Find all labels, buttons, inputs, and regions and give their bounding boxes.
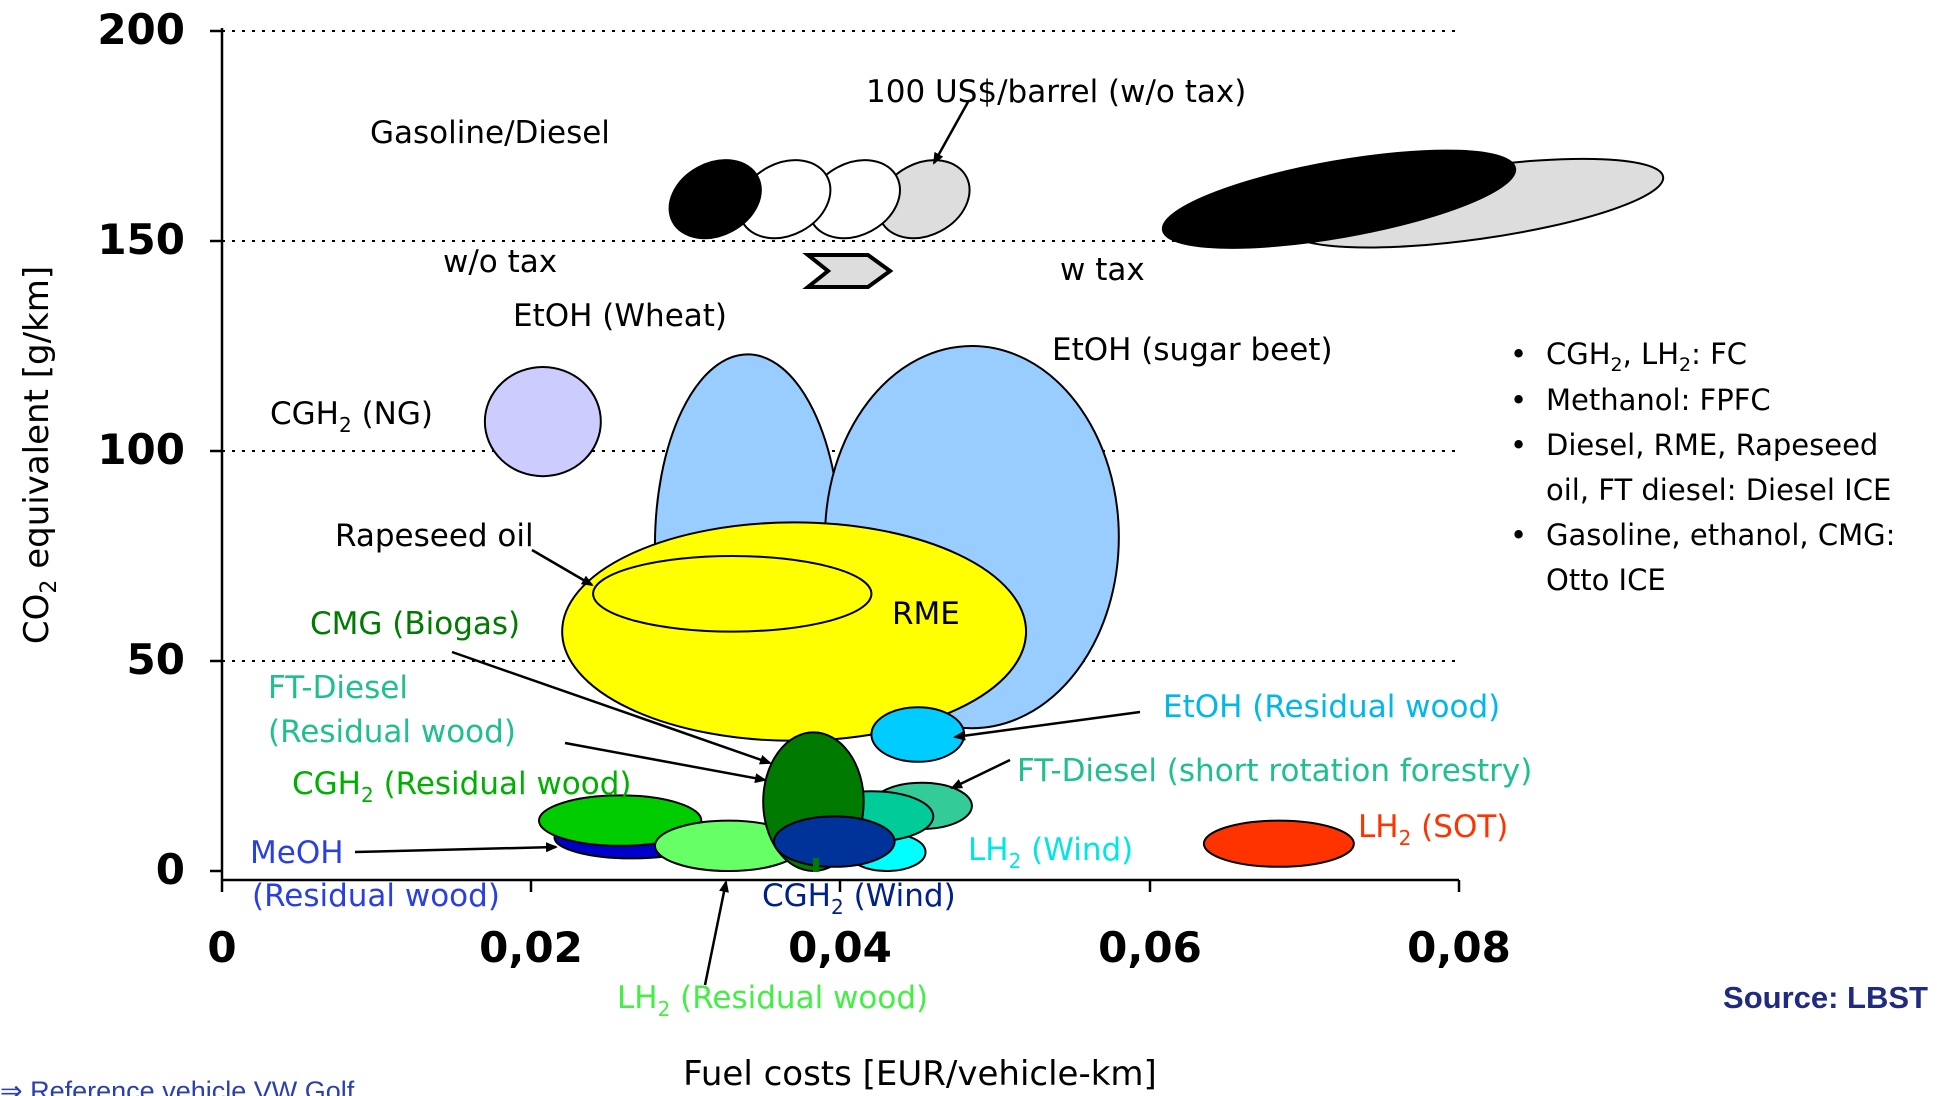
arrow-ft-diesel-rw: [564, 741, 767, 784]
y-tick-label-100: 100: [97, 425, 185, 474]
label-lh2-rw: LH2 (Residual wood): [617, 980, 928, 1021]
y-tick-label-0: 0: [156, 845, 185, 894]
label-barrel: 100 US$/barrel (w/o tax): [866, 74, 1246, 110]
notes-panel: • CGH2, LH2: FC • Methanol: FPFC • Diese…: [1510, 337, 1895, 597]
x-tick-label-002: 0,02: [479, 923, 583, 972]
x-axis-title: Fuel costs [EUR/vehicle-km]: [683, 1054, 1157, 1094]
label-lh2-wind: LH2 (Wind): [968, 832, 1133, 873]
note-bullet-2: •: [1510, 383, 1527, 417]
source-credit: Source: LBST: [1723, 980, 1928, 1015]
label-lh2-sot: LH2 (SOT): [1358, 809, 1508, 850]
label-cmg-biogas: CMG (Biogas): [310, 606, 520, 642]
label-lh2-rw-b: (Residual wood): [670, 980, 928, 1016]
label-ft-diesel-rw-1: FT-Diesel: [268, 670, 408, 706]
label-lh2-sot-a: LH: [1358, 809, 1399, 845]
label-lh2-sot-b: (SOT): [1411, 809, 1508, 845]
note-4-line2: Otto ICE: [1546, 563, 1666, 597]
ellipse-cgh2-residual-wood: [537, 794, 703, 847]
reference-vehicle-note: ⇒ Reference vehicle VW Golf: [0, 1076, 355, 1096]
label-cgh2-ng: CGH2 (NG): [270, 396, 433, 437]
ellipse-cgh2-wind: [773, 815, 896, 868]
ellipse-gasoline-diesel-w-tax-black: [1161, 149, 1517, 249]
x-tick-label-0: 0: [207, 923, 236, 972]
arrow-meoh: [354, 842, 558, 854]
label-cgh2-wind-b: (Wind): [844, 878, 956, 914]
note-2: Methanol: FPFC: [1546, 383, 1771, 417]
ellipse-gasoline-diesel-wo-tax-1: [668, 159, 762, 240]
note-bullet-1: •: [1510, 337, 1527, 371]
label-lh2-wind-b: (Wind): [1021, 832, 1133, 868]
label-cgh2-rw-a: CGH: [292, 766, 361, 802]
data-ellipses: [483, 149, 1665, 873]
label-rapeseed-oil: Rapeseed oil: [335, 518, 534, 554]
label-etoh-rw: EtOH (Residual wood): [1163, 689, 1500, 725]
label-cgh2-rw-b: (Residual wood): [374, 766, 632, 802]
note-1-sub2: 2: [1679, 354, 1691, 376]
label-w-tax: w tax: [1060, 252, 1145, 288]
label-lh2-sot-sub: 2: [1399, 826, 1412, 850]
label-cgh2-wind-sub: 2: [831, 895, 844, 919]
label-cgh2-wind: CGH2 (Wind): [762, 878, 956, 919]
label-cgh2-ng-a: CGH: [270, 396, 339, 432]
label-meoh-2: (Residual wood): [252, 878, 500, 914]
ellipse-cgh2-ng: [483, 366, 602, 478]
ellipse-etoh-residual-wood: [870, 706, 966, 763]
label-rme: RME: [892, 596, 960, 632]
arrow-rapeseed: [531, 548, 594, 587]
note-4-line1: Gasoline, ethanol, CMG:: [1546, 518, 1895, 552]
note-1-b: , LH: [1623, 337, 1679, 371]
y-tick-labels: 200 150 100 50 0: [97, 5, 185, 894]
note-bullet-3: •: [1510, 428, 1527, 462]
label-meoh-1: MeOH: [250, 835, 344, 871]
arrow-lh2-rw: [703, 880, 729, 986]
note-1-c: : FC: [1691, 337, 1747, 371]
ellipse-lh2-sot: [1202, 819, 1355, 868]
note-1-sub1: 2: [1611, 354, 1623, 376]
label-cgh2-ng-sub: 2: [339, 413, 352, 437]
label-lh2-wind-a: LH: [968, 832, 1009, 868]
note-bullet-4: •: [1510, 518, 1527, 552]
axes: [210, 28, 1461, 892]
label-etoh-wheat: EtOH (Wheat): [513, 298, 727, 334]
leader-lines: [354, 101, 1141, 986]
y-axis-title-sub: 2: [37, 580, 62, 594]
note-3-line1: Diesel, RME, Rapeseed: [1546, 428, 1878, 462]
arrow-barrel: [932, 101, 970, 165]
label-cgh2-rw-sub: 2: [361, 783, 374, 807]
note-3-line2: oil, FT diesel: Diesel ICE: [1546, 473, 1891, 507]
label-ft-diesel-rw-2: (Residual wood): [268, 714, 516, 750]
label-cgh2-ng-b: (NG): [352, 396, 433, 432]
transition-arrow-icon: [802, 253, 894, 289]
x-tick-label-006: 0,06: [1098, 923, 1202, 972]
label-wo-tax: w/o tax: [443, 244, 557, 280]
label-lh2-wind-sub: 2: [1009, 849, 1022, 873]
y-tick-label-50: 50: [127, 635, 185, 684]
arrow-ft-diesel-srf: [950, 758, 1011, 790]
y-axis-title-rest: equivalent [g/km]: [17, 266, 57, 580]
note-1: CGH2, LH2: FC: [1546, 337, 1747, 376]
region-labels: Gasoline/Diesel 100 US$/barrel (w/o tax)…: [250, 74, 1532, 1021]
label-gasoline-diesel: Gasoline/Diesel: [370, 115, 610, 151]
y-tick-label-150: 150: [97, 215, 185, 264]
x-tick-label-004: 0,04: [788, 923, 892, 972]
x-tick-labels: 0 0,02 0,04 0,06 0,08: [207, 923, 1510, 972]
note-1-a: CGH: [1546, 337, 1611, 371]
label-lh2-rw-sub: 2: [658, 997, 671, 1021]
y-axis-title-main: CO: [17, 594, 57, 645]
x-tick-label-008: 0,08: [1407, 923, 1511, 972]
ellipse-rapeseed-oil: [592, 555, 873, 633]
arrow-etoh-rw: [953, 710, 1141, 741]
label-ft-diesel-srf: FT-Diesel (short rotation forestry): [1017, 753, 1532, 789]
y-tick-label-200: 200: [97, 5, 185, 54]
label-lh2-rw-a: LH: [617, 980, 658, 1016]
y-axis-title: CO2 equivalent [g/km]: [17, 266, 62, 644]
label-cgh2-wind-a: CGH: [762, 878, 831, 914]
arrow-cmg: [451, 650, 772, 765]
label-cgh2-rw: CGH2 (Residual wood): [292, 766, 632, 807]
label-etoh-sugar-beet: EtOH (sugar beet): [1052, 332, 1333, 368]
